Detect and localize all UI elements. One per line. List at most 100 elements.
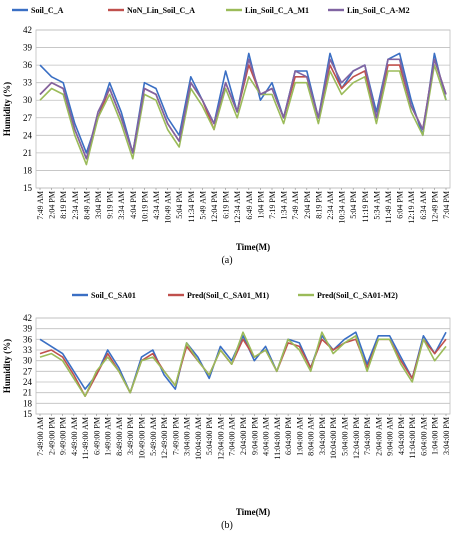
x-tick-label: 5:34 AM [372, 191, 381, 220]
x-tick-label: 2:49:00 PM [47, 417, 56, 455]
x-tick-label: 5:49:00 AM [149, 417, 158, 456]
x-tick-label: 6:04:00 PM [284, 417, 293, 455]
y-tick-label: 36 [23, 60, 33, 70]
x-tick-label: 12:04:00 AM [216, 417, 225, 460]
x-tick-label: 5:04:00 PM [205, 417, 214, 455]
x-axis-title: Time(M) [236, 507, 270, 517]
x-tick-label: 3:04:00 PM [442, 417, 451, 455]
x-tick-label: 12:49:00 PM [160, 417, 169, 459]
x-tick-label: 10:34 AM [338, 191, 347, 224]
x-tick-label: 4:34 AM [152, 191, 161, 220]
x-tick-label: 8:49:00 AM [115, 417, 124, 456]
x-tick-label: 2:34 AM [71, 191, 80, 220]
y-tick-label: 39 [23, 324, 33, 334]
legend-label: Lin_Soil_C_A-M2 [347, 6, 410, 15]
x-tick-label: 5:04 PM [349, 191, 358, 219]
y-tick-label: 30 [23, 356, 33, 366]
y-tick-label: 18 [23, 398, 33, 408]
y-tick-label: 15 [23, 409, 33, 419]
x-tick-label: 4:49:00 AM [70, 417, 79, 456]
y-axis-title: Humidity (%) [2, 339, 12, 393]
x-tick-label: 10:04:00 PM [329, 417, 338, 459]
x-tick-label: 3:34 AM [117, 191, 126, 220]
x-tick-label: 7:49:00 AM [36, 417, 45, 456]
legend-label: NoN_Lin_Soil_C_A [127, 6, 195, 15]
x-tick-label: 1:49:00 AM [104, 417, 113, 456]
x-tick-label: 10:49 AM [164, 191, 173, 224]
x-tick-label: 11:04:00 PM [408, 417, 417, 459]
x-tick-label: 7:49 AM [291, 191, 300, 220]
x-tick-label: 12:04:00 PM [352, 417, 361, 459]
x-tick-label: 1:04 PM [256, 191, 265, 219]
y-tick-label: 27 [23, 113, 33, 123]
x-tick-label: 5:49 AM [198, 191, 207, 220]
x-tick-label: 11:04:00 AM [273, 417, 282, 460]
x-tick-label: 3:04:00 PM [318, 417, 327, 455]
series-line-1 [39, 331, 447, 394]
x-tick-label: 7:04 PM [442, 191, 451, 219]
x-tick-label: 12:19 AM [407, 191, 416, 224]
series-line-3 [39, 331, 447, 398]
y-tick-label: 39 [23, 43, 33, 53]
y-tick-label: 33 [23, 345, 33, 355]
series-line-4 [39, 58, 447, 160]
series-line-3 [39, 64, 447, 166]
x-tick-label: 10:49:00 PM [138, 417, 147, 459]
x-tick-label: 3:04 PM [94, 191, 103, 219]
x-tick-label: 5:04 PM [175, 191, 184, 219]
x-tick-label: 2:04:00 PM [239, 417, 248, 455]
x-tick-label: 6:49:00 PM [92, 417, 101, 455]
x-tick-label: 7:04:00 PM [363, 417, 372, 455]
x-tick-label: 2:34 AM [326, 191, 335, 220]
x-tick-label: 10:04:00 AM [194, 417, 203, 460]
x-tick-label: 2:04 PM [48, 191, 57, 219]
x-tick-label: 7:49:00 PM [171, 417, 180, 455]
x-tick-label: 7:19 PM [268, 191, 277, 219]
x-tick-label: 6:04 PM [396, 191, 405, 219]
x-tick-label: 7:04:00 AM [228, 417, 237, 456]
y-tick-label: 21 [23, 148, 32, 158]
x-tick-label: 9:04:00 AM [386, 417, 395, 456]
x-tick-label: 7:49 AM [36, 191, 45, 220]
x-tick-label: 1:04:00 AM [295, 417, 304, 456]
y-tick-label: 27 [23, 366, 33, 376]
x-tick-label: 11:49:00 AM [81, 417, 90, 460]
x-tick-label: 4:04:00 PM [397, 417, 406, 455]
panel-caption: (a) [221, 255, 232, 266]
x-tick-label: 6:34 AM [419, 191, 428, 220]
x-tick-label: 8:49 AM [82, 191, 91, 220]
x-tick-label: 6:49 AM [245, 191, 254, 220]
x-tick-label: 8:19 PM [314, 191, 323, 219]
x-tick-label: 3:04:00 AM [183, 417, 192, 456]
x-tick-label: 11:19 PM [361, 191, 370, 223]
panel-caption: (b) [221, 520, 233, 531]
y-tick-label: 24 [23, 377, 33, 387]
x-tick-label: 12:04 PM [210, 191, 219, 223]
x-tick-label: 2:04 PM [303, 191, 312, 219]
y-tick-label: 42 [23, 25, 32, 35]
x-axis-title: Time(M) [236, 242, 270, 252]
x-tick-label: 1:34 AM [280, 191, 289, 220]
x-tick-label: 6:19 PM [222, 191, 231, 219]
plot-area [35, 29, 451, 189]
y-tick-label: 42 [23, 313, 32, 323]
y-tick-label: 24 [23, 130, 33, 140]
y-tick-label: 30 [23, 95, 33, 105]
y-tick-label: 33 [23, 78, 33, 88]
x-tick-label: 3:49:00 PM [126, 417, 135, 455]
x-tick-label: 11:49 AM [384, 191, 393, 223]
legend-label: Pred(Soil_C_SA01_M1) [187, 291, 269, 300]
x-tick-label: 9:04:00 PM [250, 417, 259, 455]
x-tick-label: 8:19 PM [59, 191, 68, 219]
x-tick-label: 12:34 AM [233, 191, 242, 224]
y-tick-label: 21 [23, 388, 32, 398]
x-tick-label: 6:04:00 AM [419, 417, 428, 456]
x-tick-label: 12:49 PM [430, 191, 439, 223]
x-tick-label: 2:04:00 AM [374, 417, 383, 456]
y-tick-label: 18 [23, 165, 33, 175]
x-tick-label: 11:34 PM [187, 191, 196, 223]
x-tick-label: 9:49:00 PM [59, 417, 68, 455]
